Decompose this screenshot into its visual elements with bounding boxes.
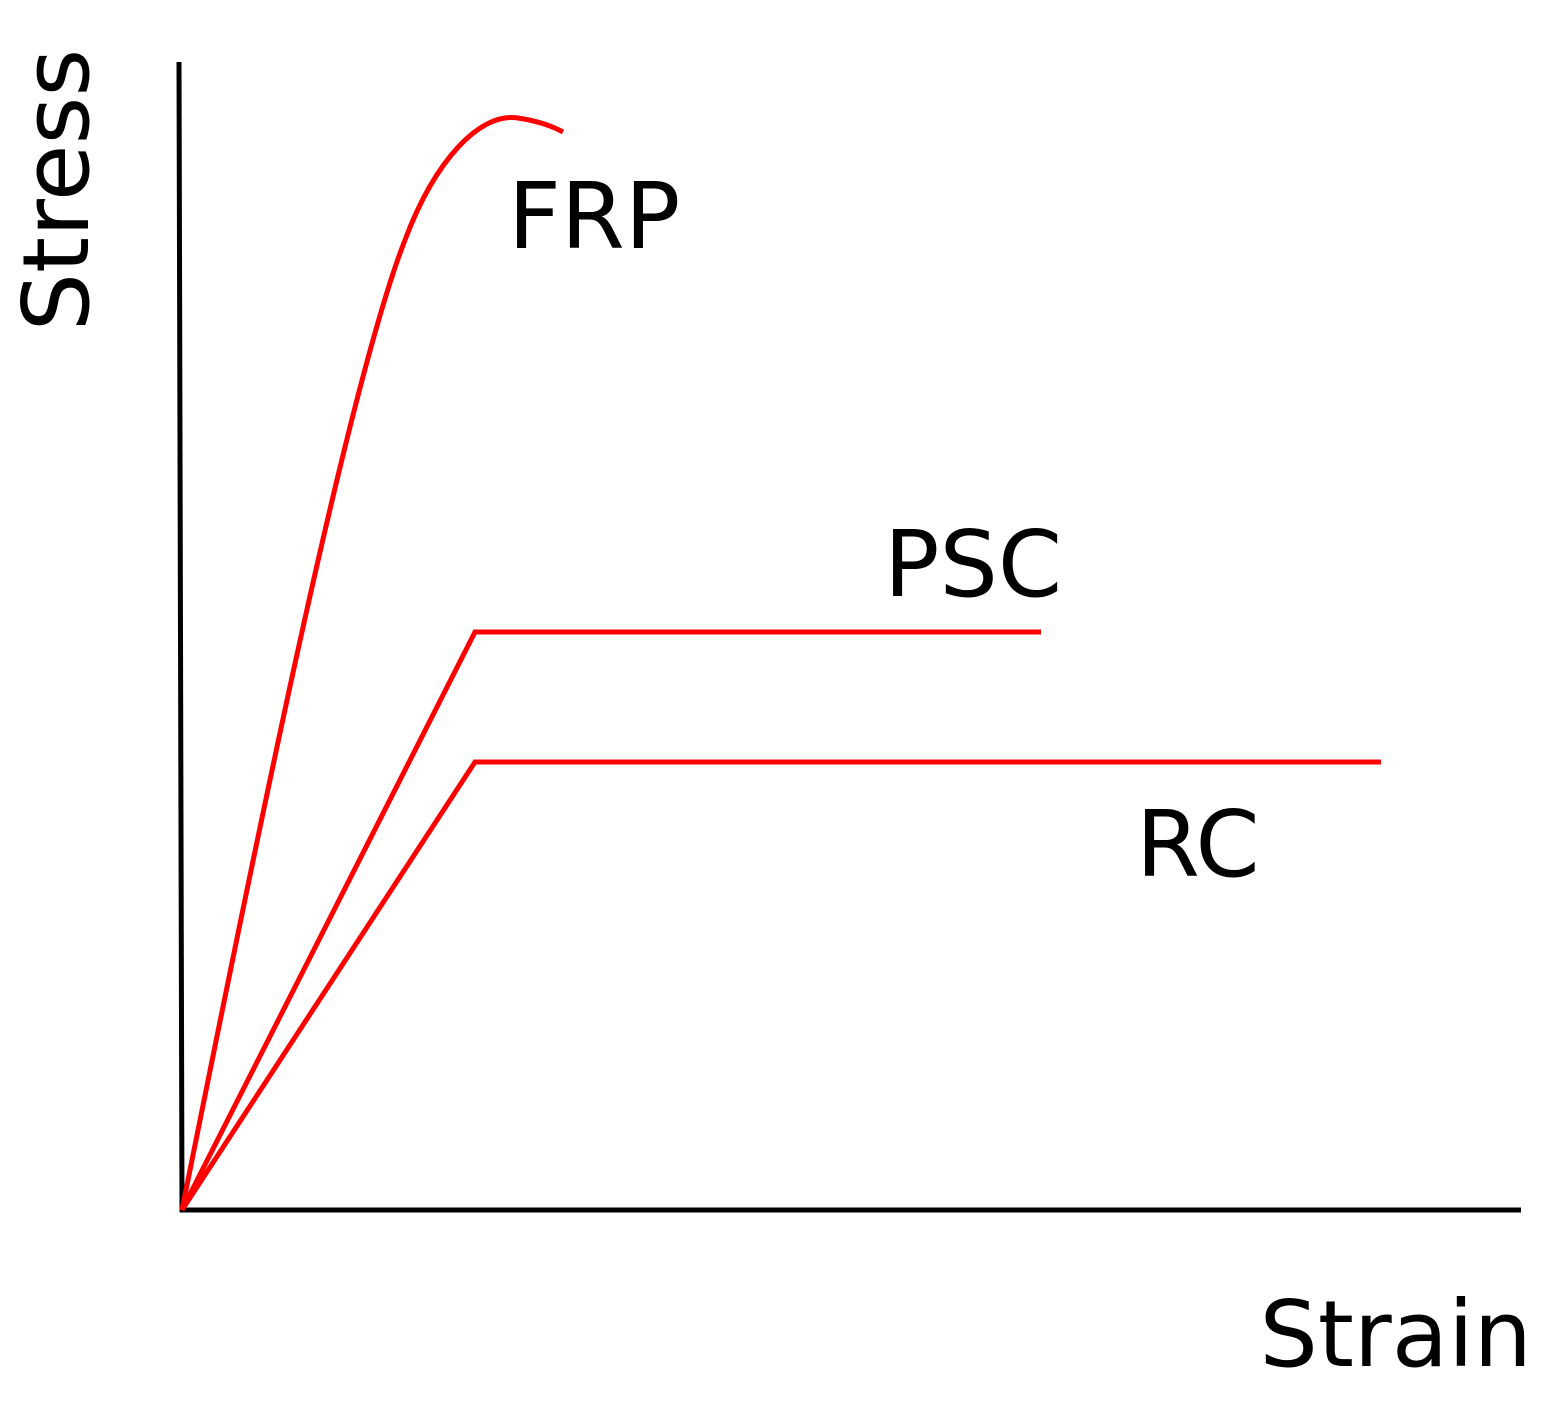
- frp-curve: [179, 115, 565, 1211]
- curve-label: FRP: [508, 163, 680, 270]
- rc-curve: [179, 759, 1381, 1212]
- psc-curve: [179, 629, 1041, 1212]
- curve-label: PSC: [884, 511, 1062, 618]
- y-axis-label: Stress: [3, 49, 110, 332]
- x-axis-label: Strain: [1259, 1281, 1532, 1388]
- curve-label: RC: [1136, 791, 1260, 898]
- y-axis: [176, 61, 185, 1213]
